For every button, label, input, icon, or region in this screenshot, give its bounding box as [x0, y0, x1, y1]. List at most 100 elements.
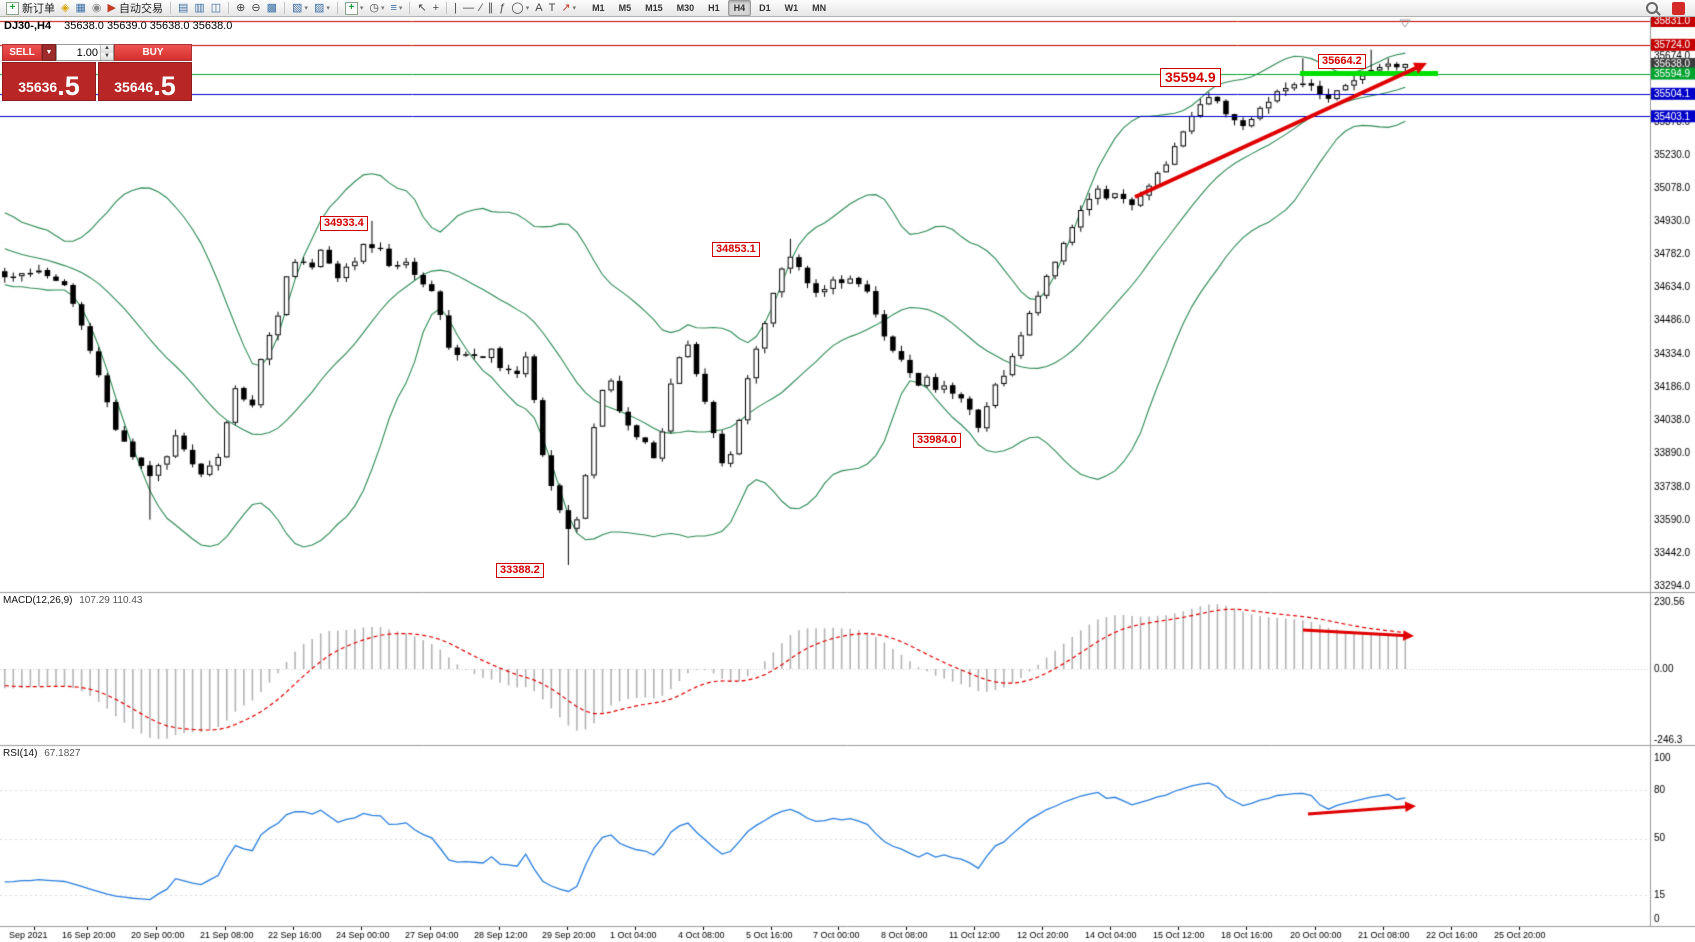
timeframe-w1-button[interactable]: W1 [784, 3, 799, 13]
tile-horizontal-button[interactable]: ▤ [176, 1, 190, 16]
macd-values: 107.29 110.43 [79, 595, 143, 606]
arrows-button[interactable]: ↗ ▾ [559, 1, 578, 16]
timeframe-m15-button[interactable]: M15 [645, 3, 663, 13]
text-icon: A [535, 1, 543, 14]
fibonacci-icon: ƒ [499, 1, 506, 14]
zoom-in-button[interactable]: ⊕ [234, 1, 247, 16]
trendline-button[interactable]: ∕ [478, 1, 484, 16]
toolbar-separator [409, 2, 411, 14]
vline-icon: | [454, 1, 457, 14]
timeframe-m5-button[interactable]: M5 [618, 3, 632, 13]
volume-stepper: ▲ ▼ [100, 45, 113, 60]
rsi-name: RSI(14) [3, 748, 38, 759]
rsi-indicator-label: RSI(14) 67.1827 [3, 748, 80, 759]
autotrading-button[interactable]: ▶ 自动交易 [105, 1, 164, 16]
toolbar-button-label: 自动交易 [118, 3, 163, 15]
timeframe-m30-button[interactable]: M30 [676, 3, 695, 13]
toolbar-separator [169, 2, 171, 14]
timeframe-h4-button[interactable]: H4 [727, 0, 752, 16]
cascade-icon: ◫ [210, 1, 222, 14]
new-chart-icon: ▧ [292, 1, 303, 14]
buy-price-frac: .5 [153, 71, 176, 101]
timeframe-d1-button[interactable]: D1 [759, 3, 771, 13]
fibonacci-button[interactable]: ƒ [497, 1, 507, 16]
volume-input[interactable] [57, 45, 100, 60]
profiles-button[interactable]: ▨ ▾ [312, 1, 332, 16]
timeframe-m1-button[interactable]: M1 [592, 3, 605, 13]
text-label-button[interactable]: T [547, 1, 558, 16]
tile-horizontal-icon: ▤ [177, 1, 189, 14]
volume-up-button[interactable]: ▲ [101, 45, 113, 53]
search-button[interactable] [1644, 1, 1660, 16]
symbol-info: DJ30-,H4 35638.0 35639.0 35638.0 35638.0 [4, 20, 232, 32]
hline-icon: ― [462, 1, 474, 14]
market-icon: ◈ [61, 1, 70, 14]
rsi-value: 67.1827 [44, 748, 81, 759]
shapes-icon: ◯ [511, 1, 524, 14]
text-button[interactable]: A [533, 1, 544, 16]
toolbar-separator [228, 2, 230, 14]
search-icon [1646, 2, 1658, 14]
crosshair-icon: + [432, 1, 440, 14]
volume-field: ▲ ▼ [56, 44, 114, 61]
alert-icon [1672, 1, 1685, 15]
volume-down-button[interactable]: ▼ [101, 52, 113, 60]
sell-price-panel[interactable]: 35636 .5 [2, 62, 96, 101]
tile-windows-icon: ▩ [266, 1, 278, 14]
toolbar-separator [446, 2, 448, 14]
buy-button[interactable]: BUY [114, 44, 192, 61]
macd-name: MACD(12,26,9) [3, 595, 73, 606]
tile-windows-button[interactable]: ▩ [265, 1, 279, 16]
zoom-out-button[interactable]: ⊖ [249, 1, 262, 16]
timeframe-mn-button[interactable]: MN [812, 3, 827, 13]
one-click-trading-widget: SELL ▼ ▲ ▼ BUY 35636 .5 35646 .5 [2, 44, 192, 101]
dropdown-caret-icon: ▾ [572, 5, 577, 12]
tile-vertical-button[interactable]: ▥ [192, 1, 206, 16]
clock-icon: ◷ [369, 1, 379, 14]
period-button[interactable]: ◷ ▾ [367, 1, 386, 16]
chevron-down-icon: ▼ [45, 49, 53, 56]
one-click-prices: 35636 .5 35646 .5 [2, 62, 192, 101]
zoom-out-icon: ⊖ [251, 1, 261, 14]
sell-price-frac: .5 [57, 71, 80, 101]
shapes-button[interactable]: ◯ ▾ [509, 1, 531, 16]
toolbar-separator [336, 2, 338, 14]
horizontal-line-button[interactable]: ― [461, 1, 476, 16]
top-toolbar: + 新订单 ◈ ▦ ◉ ▶ 自动交易 ▤ ▥ ◫ ⊕ ⊖ ▩ ▧ ▾ ▨ ▾ + ▾ ◷ ▾ ≡ ▾ ↖ + | ― ∕ ∥ ƒ ◯ ▾ A T ↗… [0, 0, 1695, 17]
alerts-button[interactable] [1670, 1, 1687, 16]
signal-icon: ◉ [91, 1, 102, 14]
sell-button[interactable]: SELL [2, 44, 42, 61]
label-icon: T [548, 1, 556, 14]
toolbar-right-group [1643, 1, 1692, 16]
new-order-button[interactable]: + 新订单 [4, 1, 57, 16]
charts-button[interactable]: ▦ [73, 1, 87, 16]
timeframe-selector: M1 M5 M15 M30 H1 H4 D1 W1 MN [585, 0, 833, 16]
cascade-windows-button[interactable]: ◫ [209, 1, 223, 16]
new-chart-button[interactable]: ▧ ▾ [290, 1, 310, 16]
order-type-dropdown[interactable]: ▼ [42, 44, 56, 61]
sell-price-main: 35636 [18, 79, 58, 95]
tile-vertical-icon: ▥ [194, 1, 205, 14]
crosshair-button[interactable]: + [431, 1, 441, 16]
buy-price-panel[interactable]: 35646 .5 [98, 62, 192, 101]
dropdown-caret-icon: ▾ [525, 5, 530, 12]
toolbar-buttons: + 新订单 ◈ ▦ ◉ ▶ 自动交易 ▤ ▥ ◫ ⊕ ⊖ ▩ ▧ ▾ ▨ ▾ + ▾ ◷ ▾ ≡ ▾ ↖ + | ― ∕ ∥ ƒ ◯ ▾ A T ↗… [3, 1, 579, 16]
add-indicator-button[interactable]: + ▾ [343, 1, 366, 16]
signals-button[interactable]: ◉ [90, 1, 104, 16]
vertical-line-button[interactable]: | [452, 1, 459, 16]
one-click-row: SELL ▼ ▲ ▼ BUY [2, 44, 192, 61]
market-button[interactable]: ◈ [59, 1, 71, 16]
macd-indicator-label: MACD(12,26,9) 107.29 110.43 [3, 595, 142, 606]
cursor-button[interactable]: ↖ [415, 1, 428, 16]
dropdown-caret-icon: ▾ [380, 5, 385, 12]
dropdown-caret-icon: ▾ [398, 5, 403, 12]
dropdown-caret-icon: ▾ [326, 5, 330, 12]
channel-button[interactable]: ∥ [486, 1, 496, 16]
chart-icon: ▦ [75, 1, 86, 14]
templates-button[interactable]: ≡ ▾ [389, 1, 405, 16]
arrow-tool-icon: ↗ [561, 1, 571, 14]
dropdown-caret-icon: ▾ [304, 5, 308, 12]
timeframe-h1-button[interactable]: H1 [708, 3, 720, 13]
template-icon: ≡ [390, 1, 397, 14]
